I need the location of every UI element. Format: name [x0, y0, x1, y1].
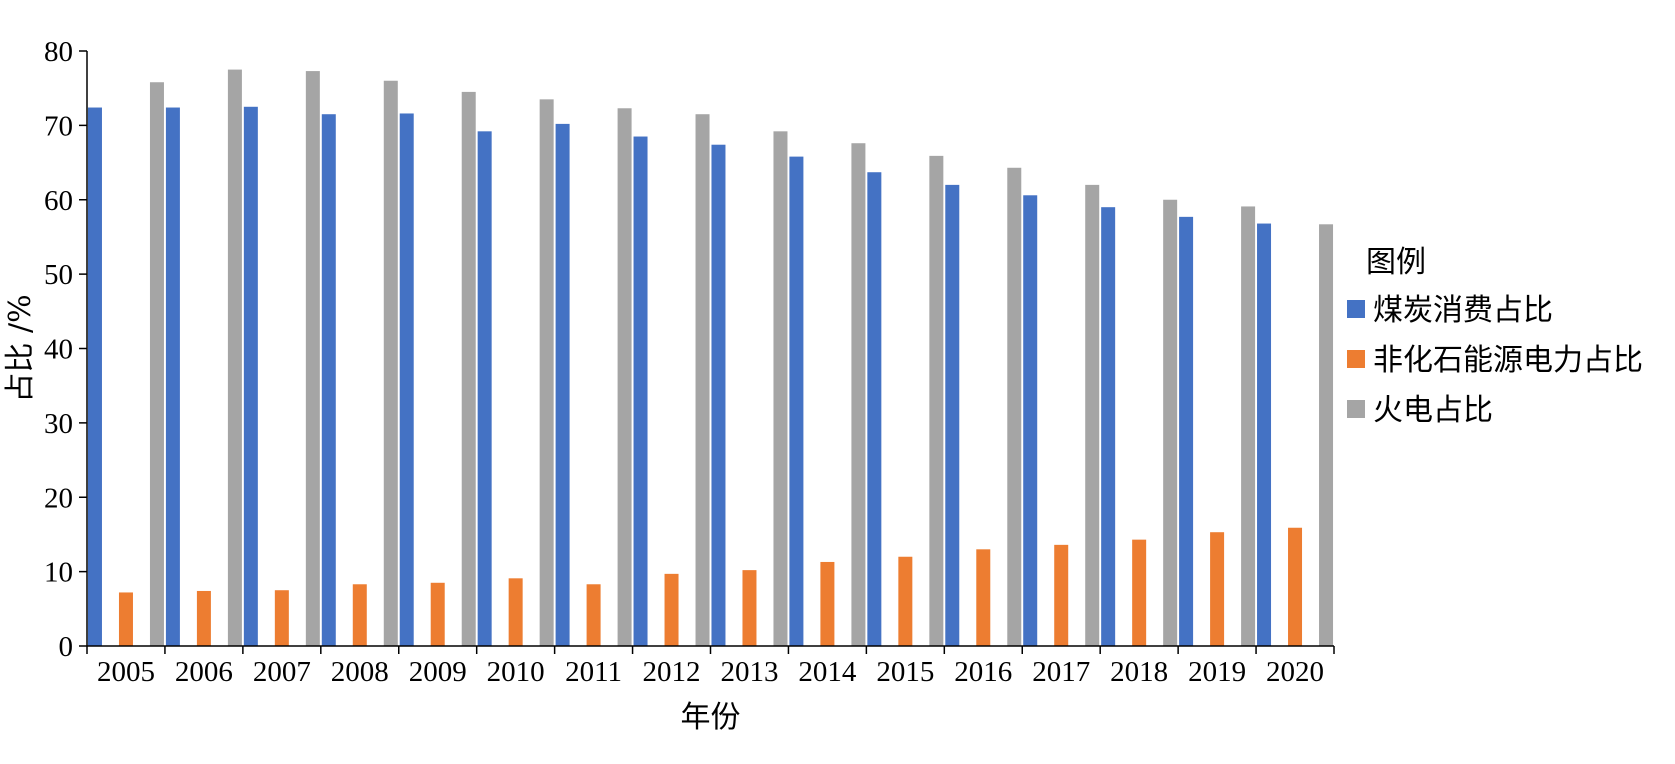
bar-coal-2018 — [1101, 207, 1116, 646]
x-tick-label: 2007 — [253, 656, 311, 688]
bar-thermal-2011 — [617, 108, 632, 647]
bar-nonfossil-2007 — [274, 590, 289, 646]
legend-swatch — [1347, 350, 1365, 368]
y-tick-label: 20 — [44, 482, 73, 514]
bar-coal-2015 — [867, 172, 882, 646]
bar-nonfossil-2010 — [508, 578, 523, 646]
y-tick-label: 50 — [44, 259, 73, 291]
bar-coal-2006 — [165, 107, 180, 646]
bar-thermal-2006 — [227, 69, 242, 646]
x-tick-label: 2006 — [175, 656, 233, 688]
bar-thermal-2008 — [383, 80, 398, 646]
bar-coal-2019 — [1179, 216, 1194, 646]
y-tick-label: 0 — [59, 631, 74, 663]
x-tick-label: 2018 — [1110, 656, 1168, 688]
bar-nonfossil-2017 — [1054, 544, 1069, 646]
bar-coal-2009 — [399, 113, 414, 647]
x-tick-label: 2011 — [565, 656, 622, 688]
bar-nonfossil-2005 — [118, 592, 133, 646]
legend-label: 非化石能源电力占比 — [1373, 343, 1643, 378]
bar-coal-2012 — [633, 136, 648, 646]
bar-thermal-2013 — [773, 131, 788, 646]
legend-swatch — [1347, 300, 1365, 318]
bar-coal-2010 — [477, 131, 492, 646]
bar-coal-2017 — [1023, 195, 1038, 646]
bar-coal-2016 — [945, 184, 960, 646]
bar-thermal-2016 — [1007, 167, 1022, 647]
y-tick-label: 30 — [44, 408, 73, 440]
x-tick-label: 2015 — [876, 656, 934, 688]
legend-label: 火电占比 — [1373, 393, 1493, 428]
bar-coal-2011 — [555, 123, 570, 646]
y-tick-label: 80 — [44, 36, 73, 68]
bar-nonfossil-2006 — [196, 590, 211, 646]
bar-thermal-2018 — [1163, 199, 1178, 646]
y-tick-label: 10 — [44, 557, 73, 589]
bar-nonfossil-2008 — [352, 584, 367, 646]
bar-coal-2014 — [789, 156, 804, 647]
x-tick-label: 2019 — [1188, 656, 1246, 688]
bar-thermal-2014 — [851, 143, 866, 646]
x-axis-title: 年份 — [681, 700, 741, 735]
bar-coal-2005 — [87, 107, 102, 646]
bar-nonfossil-2020 — [1288, 527, 1303, 646]
bar-nonfossil-2012 — [664, 573, 679, 646]
bar-coal-2013 — [711, 144, 726, 646]
bar-thermal-2017 — [1085, 184, 1100, 646]
bar-thermal-2012 — [695, 114, 710, 646]
y-tick-label: 60 — [44, 185, 73, 217]
x-tick-label: 2008 — [331, 656, 389, 688]
bar-coal-2007 — [243, 106, 258, 646]
axes-group — [86, 51, 1334, 647]
legend-swatch — [1347, 400, 1365, 418]
bar-coal-2020 — [1257, 223, 1272, 647]
x-tick-label: 2005 — [97, 656, 155, 688]
bar-nonfossil-2014 — [820, 561, 835, 646]
bar-nonfossil-2018 — [1132, 539, 1147, 646]
bar-coal-2008 — [321, 114, 336, 646]
x-tick-label: 2016 — [954, 656, 1012, 688]
bar-nonfossil-2013 — [742, 570, 757, 646]
bars-group — [87, 69, 1334, 647]
x-tick-label: 2017 — [1032, 656, 1090, 688]
x-tick-label: 2012 — [643, 656, 701, 688]
legend-label: 煤炭消费占比 — [1373, 293, 1553, 328]
x-tick-label: 2010 — [487, 656, 545, 688]
y-tick-label: 70 — [44, 110, 73, 142]
bar-thermal-2020 — [1319, 224, 1334, 646]
bar-thermal-2009 — [461, 91, 476, 646]
bar-thermal-2019 — [1241, 206, 1256, 646]
bar-nonfossil-2009 — [430, 582, 445, 646]
bar-nonfossil-2011 — [586, 584, 601, 646]
x-ticks-group: 2005 2006 2007 2008 2009 2010 2011 2012 2013 2014… — [86, 646, 1335, 688]
y-ticks-group: 0 10 20 30 40 50 60 70 80 — [44, 36, 87, 663]
bar-nonfossil-2015 — [898, 556, 913, 646]
x-tick-label: 2013 — [720, 656, 778, 688]
bar-thermal-2010 — [539, 99, 554, 646]
bar-thermal-2007 — [305, 71, 320, 647]
bar-thermal-2015 — [929, 155, 944, 646]
x-tick-label: 2020 — [1266, 656, 1324, 688]
x-tick-label: 2014 — [798, 656, 857, 688]
x-tick-label: 2009 — [409, 656, 467, 688]
bar-nonfossil-2016 — [976, 549, 991, 646]
y-tick-label: 40 — [44, 334, 73, 366]
legend-title: 图例 — [1366, 245, 1426, 280]
y-axis-title: 占比 /% — [3, 294, 38, 402]
bar-nonfossil-2019 — [1210, 532, 1225, 646]
bar-thermal-2005 — [149, 82, 164, 647]
